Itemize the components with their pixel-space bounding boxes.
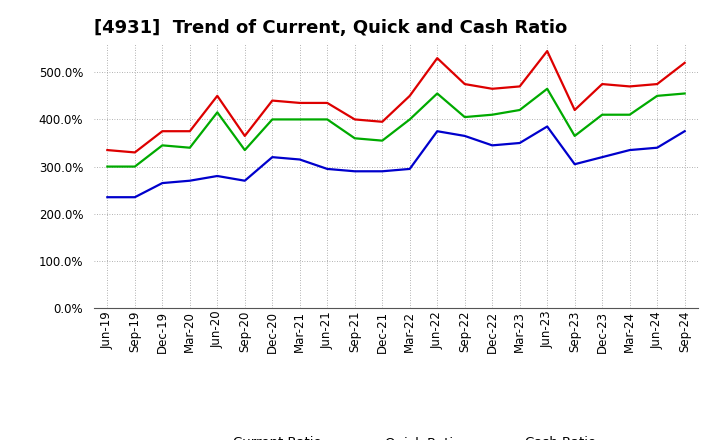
Current Ratio: [213, 93, 222, 99]
Quick Ratio: [543, 86, 552, 92]
Current Ratio: [295, 100, 304, 106]
Quick Ratio: [130, 164, 139, 169]
Current Ratio: [323, 100, 332, 106]
Quick Ratio: [323, 117, 332, 122]
Current Ratio: [186, 128, 194, 134]
Current Ratio: [351, 117, 359, 122]
Cash Ratio: [323, 166, 332, 172]
Current Ratio: [433, 55, 441, 61]
Quick Ratio: [103, 164, 112, 169]
Cash Ratio: [653, 145, 662, 150]
Cash Ratio: [240, 178, 249, 183]
Quick Ratio: [516, 107, 524, 113]
Cash Ratio: [680, 128, 689, 134]
Current Ratio: [378, 119, 387, 125]
Quick Ratio: [433, 91, 441, 96]
Current Ratio: [598, 81, 606, 87]
Current Ratio: [626, 84, 634, 89]
Cash Ratio: [378, 169, 387, 174]
Current Ratio: [570, 107, 579, 113]
Line: Quick Ratio: Quick Ratio: [107, 89, 685, 167]
Quick Ratio: [488, 112, 497, 117]
Current Ratio: [460, 81, 469, 87]
Quick Ratio: [268, 117, 276, 122]
Cash Ratio: [598, 154, 606, 160]
Current Ratio: [158, 128, 166, 134]
Quick Ratio: [158, 143, 166, 148]
Quick Ratio: [351, 136, 359, 141]
Line: Cash Ratio: Cash Ratio: [107, 127, 685, 197]
Quick Ratio: [653, 93, 662, 99]
Cash Ratio: [186, 178, 194, 183]
Cash Ratio: [103, 194, 112, 200]
Quick Ratio: [598, 112, 606, 117]
Cash Ratio: [433, 128, 441, 134]
Current Ratio: [680, 60, 689, 66]
Current Ratio: [488, 86, 497, 92]
Cash Ratio: [351, 169, 359, 174]
Current Ratio: [268, 98, 276, 103]
Cash Ratio: [488, 143, 497, 148]
Quick Ratio: [240, 147, 249, 153]
Quick Ratio: [405, 117, 414, 122]
Quick Ratio: [626, 112, 634, 117]
Quick Ratio: [378, 138, 387, 143]
Cash Ratio: [130, 194, 139, 200]
Current Ratio: [516, 84, 524, 89]
Line: Current Ratio: Current Ratio: [107, 51, 685, 152]
Cash Ratio: [405, 166, 414, 172]
Current Ratio: [405, 93, 414, 99]
Current Ratio: [103, 147, 112, 153]
Cash Ratio: [516, 140, 524, 146]
Cash Ratio: [460, 133, 469, 139]
Legend: Current Ratio, Quick Ratio, Cash Ratio: Current Ratio, Quick Ratio, Cash Ratio: [191, 431, 601, 440]
Current Ratio: [130, 150, 139, 155]
Cash Ratio: [213, 173, 222, 179]
Cash Ratio: [626, 147, 634, 153]
Current Ratio: [543, 48, 552, 54]
Quick Ratio: [680, 91, 689, 96]
Quick Ratio: [213, 110, 222, 115]
Cash Ratio: [570, 161, 579, 167]
Cash Ratio: [543, 124, 552, 129]
Quick Ratio: [186, 145, 194, 150]
Cash Ratio: [158, 180, 166, 186]
Quick Ratio: [570, 133, 579, 139]
Text: [4931]  Trend of Current, Quick and Cash Ratio: [4931] Trend of Current, Quick and Cash …: [94, 19, 567, 37]
Cash Ratio: [268, 154, 276, 160]
Current Ratio: [653, 81, 662, 87]
Current Ratio: [240, 133, 249, 139]
Cash Ratio: [295, 157, 304, 162]
Quick Ratio: [295, 117, 304, 122]
Quick Ratio: [460, 114, 469, 120]
